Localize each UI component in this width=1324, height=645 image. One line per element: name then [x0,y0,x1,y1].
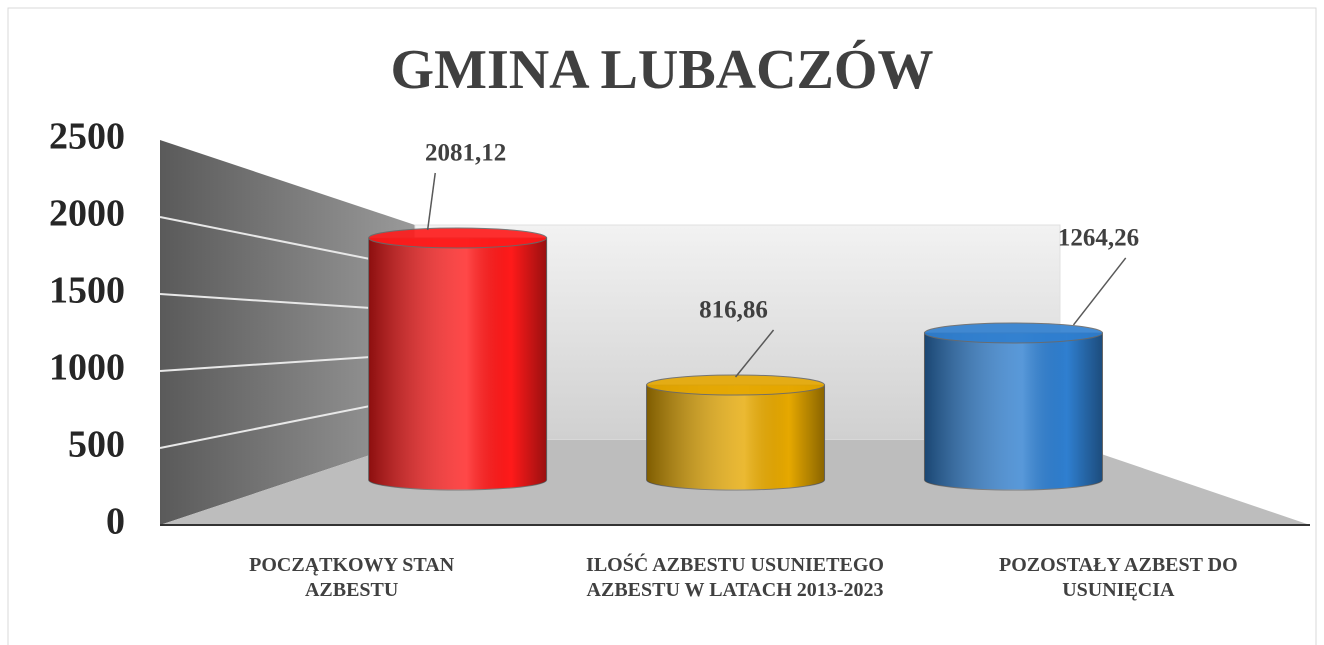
cylinder-shade [646,384,825,490]
data-label: 816,86 [699,297,768,324]
y-tick-label: 1500 [49,270,125,312]
y-tick-label: 2500 [49,116,125,158]
left-wall [160,140,415,525]
y-tick-label: 2000 [49,193,125,235]
data-label: 2081,12 [425,140,506,167]
x-tick-label: POZOSTAŁY AZBEST DO USUNIĘCIA [999,554,1238,601]
y-tick-label: 500 [68,424,125,466]
leader-line [426,172,436,231]
leader-line [734,329,775,378]
cylinder-shade [924,332,1103,490]
leader-line [1072,257,1127,326]
cylinder-top [646,374,826,396]
x-tick-label: POCZĄTKOWY STAN AZBESTU [249,554,455,601]
cylinder-top [368,227,548,249]
cylinder-shade [368,237,547,490]
y-tick-label: 0 [106,501,125,543]
data-label: 1264,26 [1058,225,1139,252]
x-tick-label: ILOŚĆ AZBESTU USUNIETEGO AZBESTU W LATAC… [586,554,884,601]
frame [7,7,1317,645]
cylinder-top [923,322,1103,344]
y-tick-label: 1000 [49,347,125,389]
chart-title: GMINA LUBACZÓW [391,39,934,101]
